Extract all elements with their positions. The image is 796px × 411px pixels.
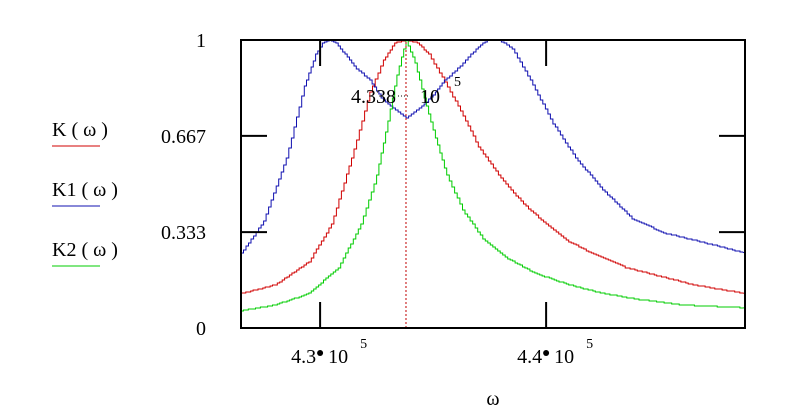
marker-label-base: 10 — [420, 86, 440, 108]
x-tick-label-exponent: 5 — [586, 337, 593, 352]
text-layer: 0 0.333 0.667 1 4.3 10 5 4.4 10 5 4.338 10 5 ω — [161, 30, 593, 410]
marker-label-exponent: 5 — [454, 75, 461, 90]
x-tick-label-mantissa: 4.4 — [517, 346, 542, 368]
series-k-line — [241, 39, 746, 294]
series-layer — [241, 39, 746, 312]
legend-entry-k2-label: K2 ( ω ) — [52, 239, 118, 261]
y-tick-label: 0 — [196, 318, 206, 340]
y-tick-label: 1 — [196, 30, 206, 52]
marker-label-mantissa: 4.338 — [351, 86, 396, 108]
x-tick-label-dot — [543, 350, 550, 356]
x-tick-label-exponent: 5 — [360, 337, 367, 352]
x-tick-label-dot — [317, 350, 324, 356]
series-k2-line — [241, 39, 746, 312]
y-tick-label: 0.667 — [161, 126, 206, 148]
legend: K ( ω ) K1 ( ω ) K2 ( ω ) — [52, 119, 118, 267]
legend-entry-k1-label: K1 ( ω ) — [52, 179, 118, 201]
x-tick-label-mantissa: 4.3 — [291, 346, 316, 368]
x-tick-label-base: 10 — [554, 346, 574, 368]
x-axis-label: ω — [486, 388, 499, 410]
frame-layer — [240, 39, 746, 329]
y-tick-label: 0.333 — [161, 222, 206, 244]
legend-entry-k-label: K ( ω ) — [52, 119, 108, 141]
plot-frame — [240, 39, 746, 329]
x-tick-label-base: 10 — [328, 346, 348, 368]
series-k1-line — [241, 39, 746, 254]
